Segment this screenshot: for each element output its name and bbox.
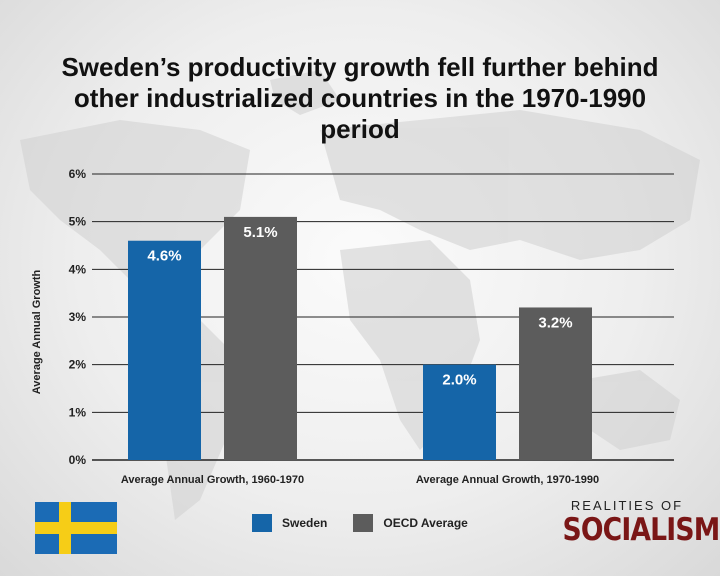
bar-oecd: [519, 307, 592, 460]
bar-sweden: [423, 364, 496, 460]
y-axis-label: Average Annual Growth: [31, 269, 43, 394]
bar-value-label: 3.2%: [538, 314, 572, 331]
legend-label-sweden: Sweden: [282, 516, 328, 530]
y-tick-label: 5%: [69, 215, 87, 229]
y-tick-label: 1%: [69, 405, 87, 419]
legend-item-sweden: Sweden: [252, 514, 327, 532]
y-tick-label: 3%: [69, 310, 87, 324]
legend-item-oecd: OECD Average: [353, 514, 468, 532]
y-tick-label: 2%: [69, 358, 87, 372]
y-tick-label: 0%: [69, 453, 87, 467]
bar-sweden: [128, 240, 201, 460]
legend-swatch-sweden: [252, 514, 272, 532]
brand-top-text: REALITIES OF: [570, 498, 684, 513]
y-tick-label: 6%: [69, 167, 87, 181]
legend: Sweden OECD Average: [252, 514, 494, 532]
y-tick-label: 4%: [69, 262, 87, 276]
brand-main-text: SOCIALISM: [562, 512, 720, 548]
bar-oecd: [224, 216, 297, 460]
bar-value-label: 2.0%: [442, 372, 476, 389]
bar-value-label: 4.6%: [147, 248, 181, 265]
x-category-label: Average Annual Growth, 1970-1990: [416, 474, 599, 486]
legend-swatch-oecd: [353, 514, 374, 532]
x-category-label: Average Annual Growth, 1960-1970: [121, 474, 304, 486]
chart-title: Sweden’s productivity growth fell furthe…: [61, 52, 659, 144]
sweden-flag-icon: [35, 502, 117, 554]
legend-label-oecd: OECD Average: [383, 516, 468, 530]
bar-value-label: 5.1%: [243, 224, 277, 241]
brand-logo: REALITIES OF SOCIALISM: [552, 498, 720, 548]
